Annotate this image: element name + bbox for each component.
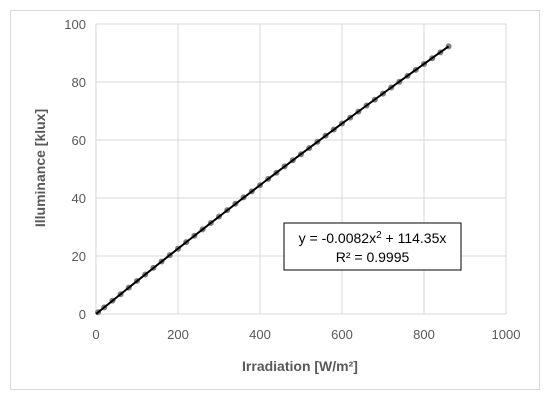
x-tick-label: 200 bbox=[167, 327, 189, 342]
equation-exponent: 2 bbox=[376, 230, 382, 241]
equation-box: y = -0.0082x2 + 114.35x R² = 0.9995 bbox=[283, 222, 462, 271]
equation-suffix: + 114.35x bbox=[382, 230, 447, 246]
x-tick-label: 800 bbox=[413, 327, 435, 342]
x-tick-label: 400 bbox=[249, 327, 271, 342]
y-tick-label: 60 bbox=[72, 133, 86, 148]
x-tick-labels: 0 200 400 600 800 1000 bbox=[92, 327, 520, 342]
scatter-points bbox=[95, 43, 452, 316]
y-tick-label: 80 bbox=[72, 75, 86, 90]
r-squared-label: R² = 0.9995 bbox=[336, 249, 410, 265]
x-tick-label: 1000 bbox=[492, 327, 521, 342]
x-tick-label: 600 bbox=[331, 327, 353, 342]
trendline bbox=[95, 45, 450, 315]
x-tick-label: 0 bbox=[92, 327, 99, 342]
gridlines bbox=[95, 23, 507, 315]
chart-area bbox=[10, 10, 540, 390]
y-tick-labels: 0 20 40 60 80 100 bbox=[64, 17, 86, 322]
equation-prefix: y = -0.0082x bbox=[299, 230, 376, 246]
y-tick-label: 20 bbox=[72, 249, 86, 264]
x-axis-title: Irradiation [W/m²] bbox=[242, 358, 358, 374]
y-tick-label: 0 bbox=[79, 307, 86, 322]
y-tick-label: 100 bbox=[64, 17, 86, 32]
y-tick-label: 40 bbox=[72, 191, 86, 206]
y-axis-title: Illuminance [klux] bbox=[32, 109, 48, 227]
trendline-equation: y = -0.0082x2 + 114.35x bbox=[299, 230, 447, 246]
